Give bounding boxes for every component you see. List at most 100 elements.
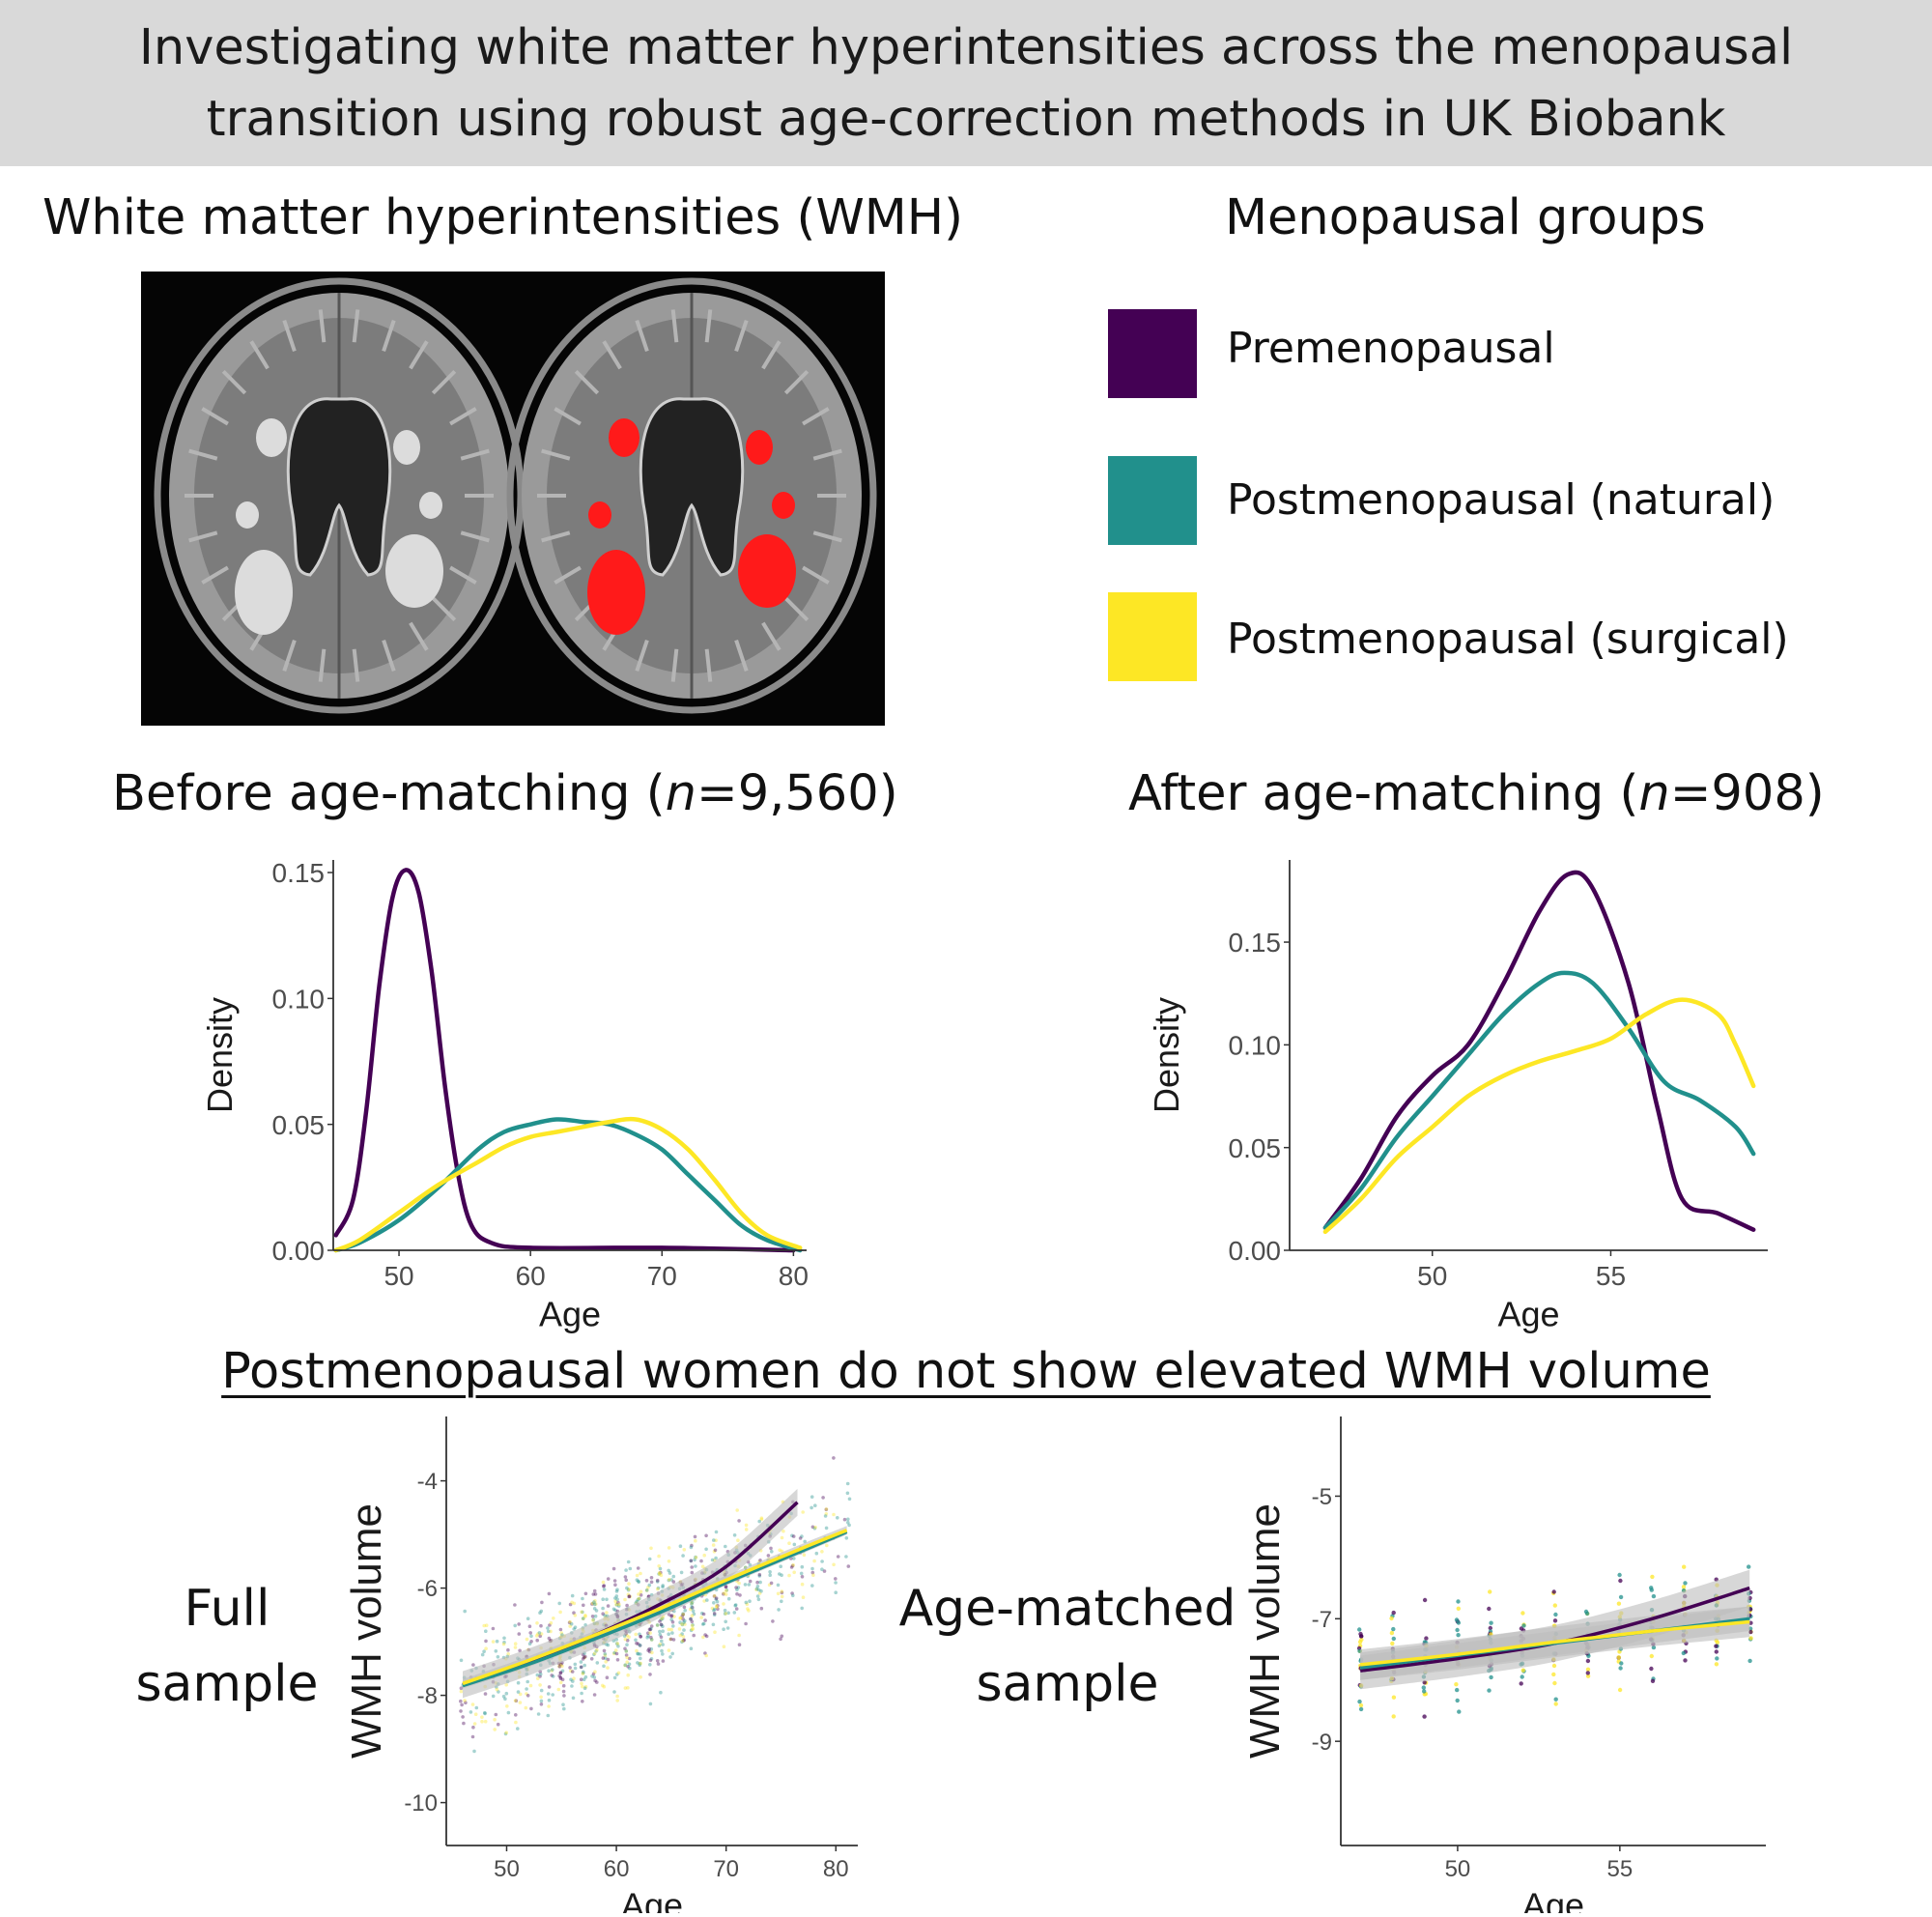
scatter-point bbox=[559, 1631, 563, 1635]
scatter-point bbox=[605, 1611, 609, 1615]
scatter-point bbox=[612, 1690, 616, 1694]
scatter-point bbox=[636, 1642, 640, 1646]
scatter-point bbox=[644, 1588, 649, 1592]
scatter-point bbox=[1391, 1626, 1396, 1632]
scatter-point bbox=[766, 1554, 771, 1558]
scatter-point bbox=[714, 1597, 718, 1601]
scatter-point bbox=[681, 1613, 685, 1617]
sulcus bbox=[318, 648, 327, 682]
scatter-point bbox=[503, 1731, 508, 1736]
scatter-point bbox=[1618, 1666, 1623, 1671]
x-axis-label: Age bbox=[1522, 1885, 1584, 1913]
scatter-point bbox=[745, 1602, 750, 1607]
scatter-point bbox=[681, 1612, 685, 1616]
scatter-point bbox=[655, 1623, 660, 1627]
sulcus bbox=[783, 369, 810, 395]
scatter-point bbox=[724, 1544, 727, 1549]
x-tick-label: 60 bbox=[604, 1856, 630, 1882]
scatter-point bbox=[657, 1572, 661, 1576]
scatter-point bbox=[581, 1596, 584, 1601]
scatter-point bbox=[624, 1568, 628, 1572]
scatter-point bbox=[639, 1635, 642, 1639]
y-tick-label: 0.05 bbox=[272, 1110, 326, 1140]
scatter-point bbox=[590, 1674, 594, 1678]
scatter-point bbox=[646, 1586, 650, 1589]
density-line-3 bbox=[1322, 997, 1756, 1235]
scatter-point bbox=[759, 1517, 764, 1522]
scatter-point bbox=[539, 1699, 544, 1703]
scatter-point bbox=[667, 1613, 671, 1617]
hyperintensity bbox=[385, 534, 443, 608]
sulcus bbox=[704, 309, 713, 343]
scatter-point bbox=[626, 1588, 631, 1592]
scatter-point bbox=[638, 1644, 642, 1647]
scatter-point bbox=[624, 1649, 629, 1653]
sulcus bbox=[554, 565, 582, 585]
scatter-point bbox=[572, 1601, 577, 1606]
scatter-point bbox=[623, 1637, 628, 1642]
scatter-point bbox=[504, 1731, 508, 1734]
x-tick-label: 70 bbox=[713, 1856, 739, 1882]
scatter-point bbox=[602, 1584, 606, 1588]
scatter-point bbox=[689, 1559, 694, 1563]
wmh-lesion bbox=[738, 534, 796, 608]
scatter-point bbox=[780, 1590, 784, 1595]
scatter-point bbox=[722, 1602, 725, 1606]
scatter-point bbox=[568, 1619, 572, 1624]
scatter-point bbox=[513, 1645, 518, 1649]
scatter-point bbox=[1455, 1698, 1460, 1703]
scatter-point bbox=[558, 1671, 563, 1675]
scatter-point bbox=[463, 1609, 467, 1614]
scatter-point bbox=[1616, 1655, 1621, 1660]
x-axis-label: Age bbox=[539, 1294, 601, 1333]
scatter-point bbox=[1715, 1640, 1720, 1645]
sulcus bbox=[188, 530, 218, 543]
scatter-point bbox=[526, 1694, 530, 1698]
mri-slice-right-segmented bbox=[506, 277, 877, 714]
sulcus bbox=[554, 407, 582, 426]
scatter-point bbox=[712, 1550, 717, 1554]
scatter-point bbox=[710, 1606, 715, 1611]
legend-label-surgical: Postmenopausal (surgical) bbox=[1227, 615, 1789, 664]
scatter-point bbox=[811, 1573, 815, 1577]
scatter-point bbox=[637, 1592, 640, 1596]
scatter-point bbox=[691, 1626, 696, 1631]
scatter-point bbox=[659, 1617, 664, 1621]
scatter-point bbox=[712, 1607, 717, 1612]
before-title-n: n bbox=[665, 765, 696, 822]
scatter-point bbox=[681, 1639, 686, 1643]
scatter-point bbox=[474, 1705, 479, 1710]
scatter-point bbox=[547, 1591, 552, 1596]
scatter-point bbox=[462, 1721, 466, 1726]
y-tick-label: 0.10 bbox=[272, 984, 326, 1014]
sulcus bbox=[460, 448, 490, 461]
scatter-point bbox=[483, 1711, 487, 1716]
scatter-point bbox=[776, 1591, 781, 1596]
scatter-point bbox=[658, 1643, 663, 1646]
scatter-point bbox=[649, 1546, 653, 1551]
scatter-point bbox=[714, 1538, 718, 1542]
scatter-point bbox=[547, 1704, 551, 1708]
scatter-point bbox=[602, 1588, 607, 1591]
scatter-point bbox=[671, 1624, 675, 1628]
scatter-point bbox=[649, 1635, 653, 1640]
scatter-point bbox=[682, 1620, 686, 1624]
scatter-point bbox=[661, 1659, 666, 1663]
scatter-point bbox=[683, 1622, 687, 1626]
scatter-point bbox=[460, 1702, 464, 1707]
scatter-point bbox=[472, 1722, 477, 1726]
x-tick-label: 70 bbox=[647, 1261, 677, 1291]
scatter-point bbox=[658, 1571, 662, 1575]
scatter-point bbox=[656, 1662, 661, 1666]
scatter-point bbox=[469, 1710, 473, 1714]
after-matching-title: After age-matching (n=908) bbox=[1128, 765, 1825, 822]
scatter-point bbox=[514, 1720, 518, 1725]
scatter-point bbox=[780, 1589, 784, 1593]
scatter-point bbox=[579, 1665, 583, 1670]
density-line-2 bbox=[333, 1117, 803, 1253]
scatter-point bbox=[754, 1588, 758, 1591]
scatter-point bbox=[628, 1594, 632, 1599]
scatter-point bbox=[627, 1594, 632, 1598]
scatter-point bbox=[787, 1573, 791, 1578]
after-title-suffix: =908) bbox=[1669, 765, 1825, 822]
